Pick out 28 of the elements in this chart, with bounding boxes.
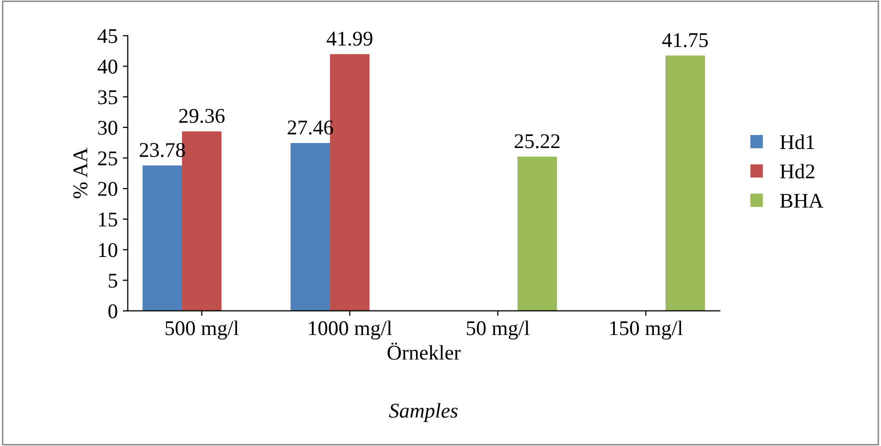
legend-label: Hd1 bbox=[780, 134, 814, 150]
bar bbox=[142, 165, 182, 311]
y-tick-label: 15 bbox=[99, 212, 118, 227]
x-tick-label: 50 mg/l bbox=[466, 320, 530, 340]
y-tick-label: 40 bbox=[98, 60, 118, 74]
y-axis-title: % AA bbox=[73, 148, 88, 198]
data-label: 41.75 bbox=[662, 33, 708, 48]
y-tick-label: 10 bbox=[99, 243, 118, 258]
data-label: 41.99 bbox=[326, 32, 372, 46]
x-tick-label: 150 mg/l bbox=[610, 320, 683, 340]
legend-label: Hd2 bbox=[780, 164, 814, 178]
y-tick-label: 20 bbox=[98, 182, 118, 196]
bar bbox=[518, 156, 557, 311]
y-tick-label: 0 bbox=[108, 304, 118, 318]
text: Samples bbox=[389, 403, 458, 422]
x-tick-label: 500 mg/l bbox=[166, 320, 239, 340]
bar bbox=[666, 56, 705, 311]
legend-label: BHA bbox=[780, 194, 824, 208]
x-axis-title: Örnekler bbox=[388, 342, 461, 360]
y-tick-label: 45 bbox=[98, 29, 118, 44]
data-label: 25.22 bbox=[514, 134, 560, 148]
y-tick-label: 25 bbox=[98, 151, 118, 166]
bar bbox=[290, 142, 330, 311]
y-tick-label: 5 bbox=[108, 274, 118, 288]
y-tick-label: 35 bbox=[98, 90, 118, 104]
data-label: 29.36 bbox=[179, 108, 225, 124]
y-tick-label: 30 bbox=[98, 120, 118, 135]
x-tick-label: 1000 mg/l bbox=[309, 320, 392, 340]
